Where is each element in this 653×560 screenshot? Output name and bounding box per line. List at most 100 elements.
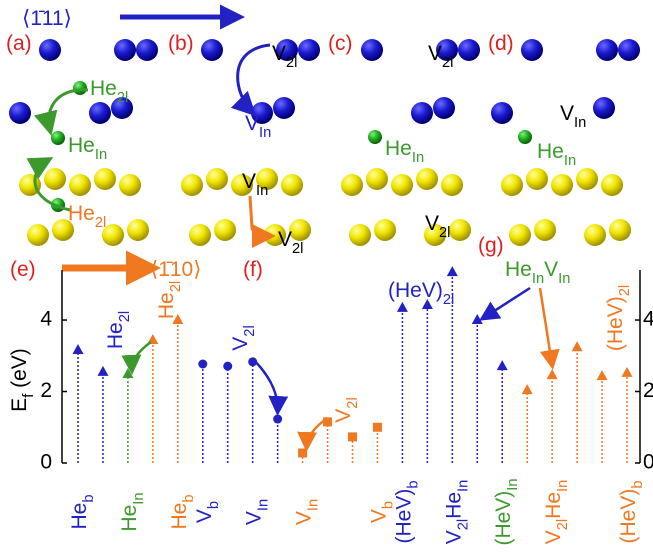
subscript: 2l [168,281,184,292]
matrix-atom [609,219,631,241]
defect-label: He2l [68,202,106,231]
matrix-atom [341,174,363,196]
text-part: V [193,509,216,523]
text-part: He [537,140,564,163]
matrix-atom [601,174,623,196]
text-part: He [505,258,532,281]
metal-atom [458,39,480,61]
subscript: 2l [617,285,633,296]
matrix-atom [509,224,531,246]
defect-label: He2l [90,77,128,106]
text-part: He [442,492,465,519]
x-tick-label: VIn [293,499,322,525]
x-tick-label: Vb [193,501,222,523]
subscript: b [81,494,97,502]
matrix-atom [576,168,598,190]
annotation: HeInVIn [505,258,570,287]
subscript: 2l [455,519,471,530]
annotation-arrow [132,342,151,370]
text-part: (HeV) [388,279,443,302]
text-part: V [544,258,558,281]
migration-arrow [238,45,270,112]
text-part: V [442,530,465,544]
matrix-atom [349,224,371,246]
subscript: In [555,480,571,492]
matrix-atom [27,224,49,246]
subscript: b [405,480,421,488]
matrix-atom [551,174,573,196]
point [97,366,108,376]
text-part: V [245,112,259,135]
text-part: V [428,42,442,65]
subscript: 2l [286,55,297,71]
subscript: In [412,150,424,166]
text-part: (eV) [8,348,31,394]
subscript: 2l [443,292,454,308]
matrix-atom [44,168,66,190]
annotation: V2l [332,397,361,422]
text-part: He [104,322,127,349]
y-tick-label: 2 [40,379,52,402]
point [273,415,282,424]
subscript: b [206,501,222,509]
subscript: In [256,499,272,511]
matrix-atom [119,174,141,196]
metal-atom [273,97,295,119]
x-tick-label: (HeV)In [492,478,521,545]
y2-tick-label: 0 [643,451,653,474]
defect-label: HeIn [537,140,576,169]
metal-atom [114,39,136,61]
metal-atom [201,39,223,61]
y-tick-label: 4 [40,308,52,331]
text-part: (HeV) [617,489,640,544]
panel-label: (b) [168,32,194,55]
subscript: In [532,271,544,287]
metal-atom [361,39,383,61]
helium-atom [368,130,382,144]
text-part: V [272,42,286,65]
matrix-atom [526,168,548,190]
matrix-atom [281,174,303,196]
direction-label: ⟨1̄10⟩ [150,258,201,281]
subscript: 2l [242,325,258,336]
subscript: 2l [555,519,571,530]
matrix-atom [69,174,91,196]
text-part: E [8,398,31,412]
point [447,266,458,276]
matrix-atom [441,174,463,196]
panel-label: (c) [328,32,353,55]
subscript: 2l [345,397,361,408]
annotation-arrow [483,288,530,318]
point [198,359,207,368]
point [547,369,558,379]
subscript: In [564,153,576,169]
matrix-atom [189,224,211,246]
metal-atom [596,39,618,61]
x-tick-label: V2lHeIn [542,480,571,545]
text-part: V [243,511,266,525]
subscript: 2l [442,55,453,71]
metal-atom [9,102,31,124]
defect-label: HeIn [385,137,424,166]
panel-label: (e) [10,258,36,281]
point [622,367,633,377]
x-tick-label: VIn [243,499,272,525]
y2-tick-label: 4 [643,308,653,331]
point [472,314,483,324]
annotation: V2l [229,325,258,350]
point [373,423,382,432]
matrix-atom [501,174,523,196]
point [348,432,357,441]
matrix-atom [127,219,149,241]
y-tick-label: 0 [40,451,52,474]
subscript: 2l [292,241,303,257]
panel-label: (f) [243,258,263,281]
text-part: He [68,134,95,157]
subscript: 2l [117,311,133,322]
matrix-atom [534,219,556,241]
metal-atom [521,39,543,61]
x-tick-label: (HeV)b [392,480,421,543]
matrix-atom [289,219,311,241]
point [572,341,583,351]
matrix-atom [214,219,236,241]
